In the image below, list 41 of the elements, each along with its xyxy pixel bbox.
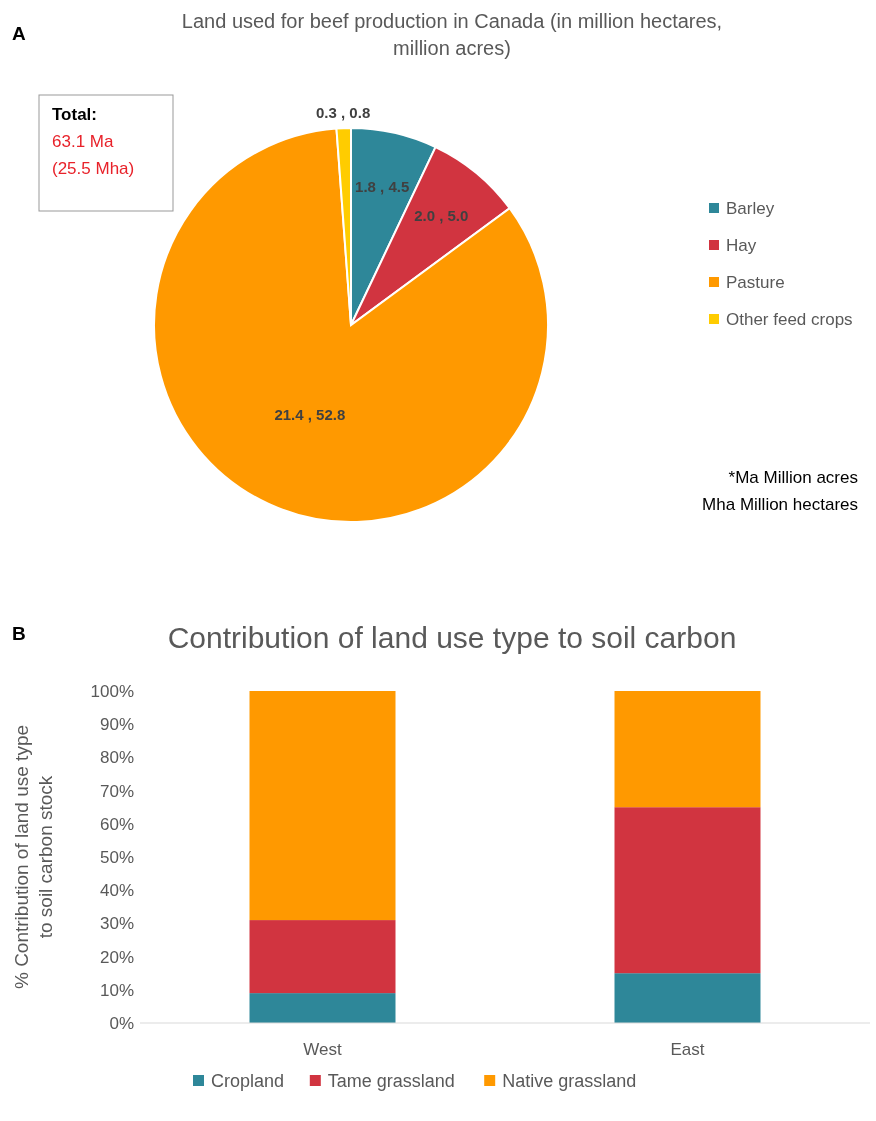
data-label: 0.3 , 0.8: [316, 103, 371, 121]
y-tick-label: 0%: [109, 1013, 134, 1033]
y-tick-label: 20%: [99, 947, 134, 967]
legend-label: Tame grassland: [327, 1071, 455, 1092]
legend-label: Hay: [726, 235, 757, 255]
text: Mha Million hectares: [702, 495, 858, 514]
text: 63.1 Ma: [52, 132, 114, 151]
y-tick-label: 10%: [99, 980, 134, 1000]
data-label: 21.4 , 52.8: [274, 405, 346, 423]
legend-label: Native grassland: [502, 1071, 637, 1092]
legend-label: Barley: [726, 198, 775, 218]
bar: [249, 691, 396, 921]
legend-label: Other feed crops: [726, 309, 853, 329]
text: *Ma Million acres: [728, 468, 858, 487]
y-tick-label: 40%: [99, 881, 134, 901]
x-tick-label: East: [670, 1040, 705, 1059]
y-tick-label: 50%: [99, 847, 134, 867]
y-tick-label: 30%: [99, 914, 134, 934]
bar: [249, 920, 396, 994]
pie-slice: [153, 127, 549, 523]
y-tick-label: 70%: [99, 781, 134, 801]
bar: [614, 691, 761, 808]
data-label: 1.8 , 4.5: [355, 177, 410, 195]
x-tick-label: West: [303, 1040, 342, 1059]
legend-label: Pasture: [726, 272, 785, 292]
y-tick-label: 100%: [90, 681, 134, 701]
chart-title: Contribution of land use type to soil carbon: [167, 621, 737, 654]
text: (25.5 Mha): [52, 159, 135, 178]
bar: [249, 993, 396, 1023]
text: B: [12, 623, 26, 644]
y-axis-title: % Contribution of land use type to soil carbon stock: [11, 724, 56, 990]
y-tick-label: 80%: [99, 748, 134, 768]
y-tick-label: 60%: [99, 814, 134, 834]
chart-title: Land used for beef production in Canada (in million hectares, million acres): [181, 10, 723, 59]
legend-label: Cropland: [211, 1071, 285, 1092]
y-tick-label: 90%: [99, 715, 134, 735]
bar: [614, 973, 761, 1023]
data-label: 2.0 , 5.0: [414, 206, 469, 224]
text: Total:: [52, 105, 98, 124]
bar: [614, 807, 761, 974]
text: A: [12, 23, 26, 44]
